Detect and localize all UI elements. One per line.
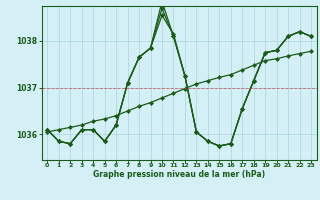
X-axis label: Graphe pression niveau de la mer (hPa): Graphe pression niveau de la mer (hPa): [93, 170, 265, 179]
